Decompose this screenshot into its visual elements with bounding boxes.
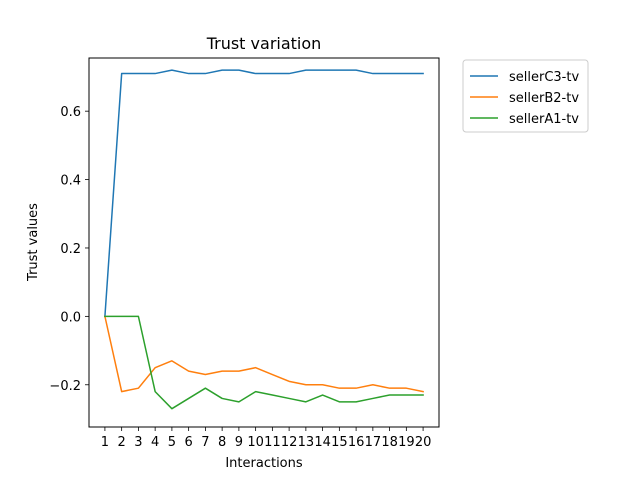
plot-area [88,57,440,428]
y-tick-label: 0.4 [60,174,81,189]
x-axis: 1 2 3 4 5 6 7 8 9 10 11 12 13 14 15 16 17 18 19 20 [101,427,432,450]
x-tick-label: 3 [134,435,142,450]
chart-title: Trust variation [206,34,322,53]
series-line-sellerB2-tv [104,315,424,393]
series-line-sellerC3-tv [104,69,424,318]
x-tick-label: 13 [298,435,315,450]
x-tick-label: 14 [314,435,331,450]
y-tick-label: −0.2 [49,379,81,394]
x-tick-label: 15 [331,435,348,450]
x-tick-label: 12 [281,435,298,450]
y-axis-label: Trust values [26,203,41,282]
x-axis-label: Interactions [225,456,303,471]
y-tick-label: 0.2 [60,242,81,257]
x-tick-label: 2 [118,435,126,450]
plot-frame [88,57,440,428]
legend-frame [462,59,589,133]
legend-label: sellerA1-tv [509,112,579,127]
x-tick-label: 9 [235,435,243,450]
legend: sellerC3-tv sellerB2-tv sellerA1-tv [462,59,589,133]
series-line-sellerA1-tv [104,315,424,410]
legend-label: sellerC3-tv [509,70,579,85]
x-tick-label: 17 [365,435,382,450]
x-tick-label: 7 [201,435,209,450]
x-tick-label: 5 [168,435,176,450]
y-tick-label: 0.0 [60,310,81,325]
x-tick-label: 4 [151,435,159,450]
x-tick-label: 10 [247,435,264,450]
series-layer [104,69,424,410]
x-tick-label: 6 [185,435,193,450]
legend-label: sellerB2-tv [509,91,579,106]
x-tick-label: 1 [101,435,109,450]
x-tick-label: 11 [264,435,281,450]
y-tick-label: 0.6 [60,105,81,120]
x-tick-label: 20 [415,435,432,450]
x-tick-label: 18 [381,435,398,450]
x-tick-label: 16 [348,435,365,450]
x-tick-label: 8 [218,435,226,450]
y-axis: −0.2 0.0 0.2 0.4 0.6 [49,105,89,394]
x-tick-label: 19 [398,435,415,450]
